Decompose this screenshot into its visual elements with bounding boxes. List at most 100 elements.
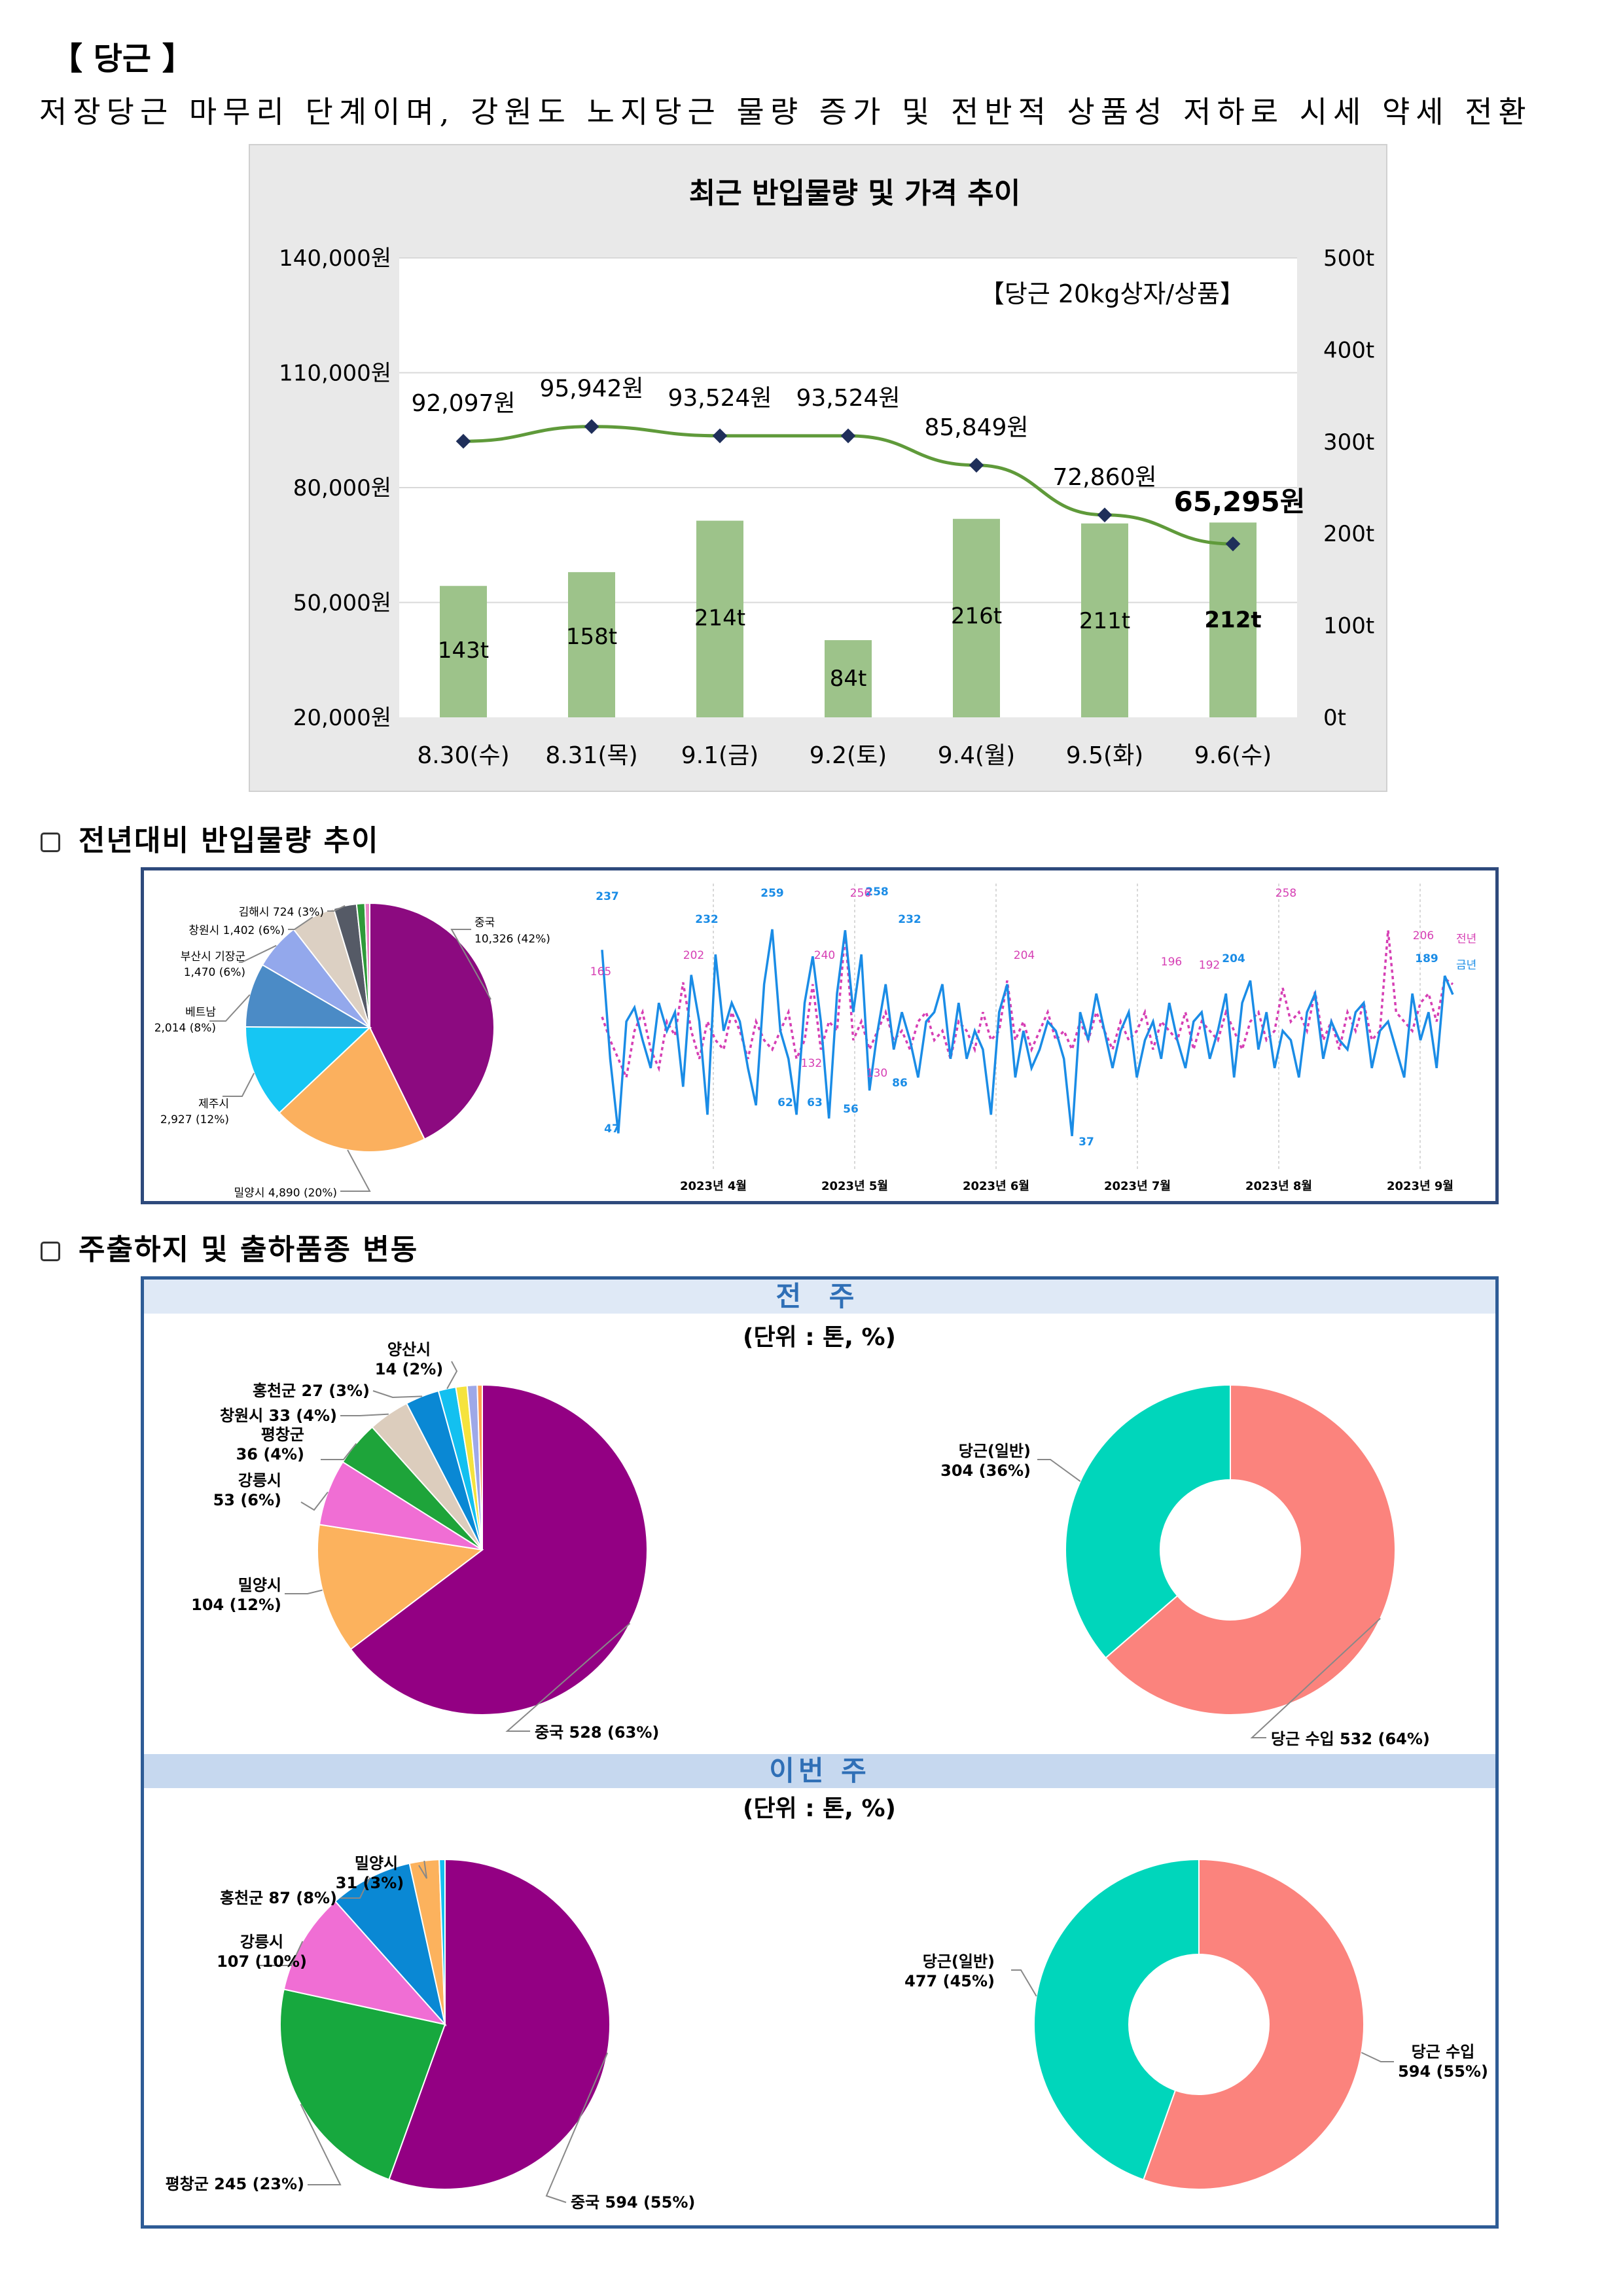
volume-bar (1209, 522, 1257, 717)
trend-label-last-year: 130 (866, 1067, 887, 1080)
y-right-tick: 0t (1323, 705, 1346, 731)
y-right-tick: 200t (1323, 521, 1374, 547)
trend-label-this-year: 258 (865, 886, 889, 899)
prev-variety-donut-slice (1105, 1384, 1396, 1715)
this-variety-label: 477 (45%) (904, 1972, 995, 1990)
this-origin-pie-leader (300, 2104, 342, 2185)
checkbox-icon (41, 833, 60, 852)
prev-origin-label: 평창군 (261, 1426, 304, 1444)
volume-label: 143t (438, 637, 489, 664)
trend-label-last-year: 192 (1199, 959, 1220, 972)
prev-origin-label: 창원시 33 (4%) (220, 1407, 337, 1425)
trend-label-last-year: 132 (801, 1057, 822, 1070)
volume-bar (1081, 523, 1128, 717)
y-left-tick: 80,000원 (293, 475, 391, 501)
prev-variety-label: 당근 수입 532 (64%) (1271, 1730, 1430, 1748)
trend-label-last-year: 204 (1014, 949, 1035, 962)
trend-line-this-year (601, 929, 1454, 1136)
trend-label-this-year: 259 (760, 887, 784, 900)
trend-label-last-year: 256 (850, 887, 871, 900)
origin-pie-leader (327, 905, 346, 912)
unit-label: (단위 : 톤, %) (743, 1324, 896, 1351)
volume-label: 216t (951, 603, 1002, 630)
trend-x-tick: 2023년 4월 (680, 1179, 747, 1193)
prev-origin-label: 밀양시 (238, 1576, 281, 1594)
y-left-tick: 50,000원 (293, 590, 391, 617)
x-tick: 9.1(금) (681, 742, 758, 769)
prev-variety-donut-leader (1037, 1459, 1081, 1482)
this-origin-pie-leader (259, 1941, 304, 1966)
prev-origin-pie-slice (349, 1384, 648, 1715)
prev-origin-pie-leader (300, 1492, 329, 1511)
this-variety-donut-leader (1011, 1969, 1037, 1997)
price-marker (584, 419, 599, 435)
prev-origin-label: 36 (4%) (236, 1445, 304, 1463)
x-tick: 9.2(토) (810, 742, 887, 769)
price-marker (840, 428, 856, 444)
this-variety-label: 당근(일반) (923, 1952, 995, 1971)
trend-label-this-year: 237 (596, 890, 619, 903)
origin-pie-label: 김해시 724 (3%) (239, 906, 324, 919)
prev-variety-label: 당근(일반) (959, 1442, 1031, 1460)
prev-origin-pie-leader (285, 1589, 323, 1594)
prev-origin-pie-leader (321, 1443, 357, 1460)
price-label: 95,942원 (539, 376, 643, 403)
trend-label-this-year: 204 (1222, 952, 1245, 965)
this-origin-pie-slice (438, 1858, 446, 2025)
prev-origin-pie-leader (505, 1623, 631, 1732)
section-heading-trend: 전년대비 반입물량 추이 (41, 817, 379, 859)
origin-pie-leader (288, 916, 313, 930)
band-prev-week: 전 주 (144, 1280, 1495, 1314)
prev-origin-label: 양산시 (387, 1340, 431, 1359)
x-tick: 8.31(목) (545, 742, 637, 769)
x-tick: 8.30(수) (417, 742, 509, 769)
y-left-tick: 140,000원 (279, 245, 391, 272)
this-origin-label: 중국 594 (55%) (571, 2193, 695, 2212)
trend-x-tick: 2023년 8월 (1245, 1179, 1312, 1193)
trend-label-this-year: 63 (807, 1096, 823, 1109)
trend-label-this-year: 62 (777, 1096, 793, 1109)
price-marker (455, 433, 471, 449)
origin-pie-label: 2,014 (8%) (154, 1022, 216, 1035)
this-variety-donut-leader (1361, 2052, 1394, 2062)
trend-label-this-year: 189 (1415, 952, 1438, 965)
volume-bar (568, 572, 615, 717)
origin-pie-slice (364, 902, 370, 1028)
this-origin-pie-leader (418, 1860, 427, 1879)
this-origin-pie-leader (545, 2053, 609, 2203)
y-right-tick: 400t (1323, 337, 1374, 363)
y-left-tick: 110,000원 (279, 361, 391, 387)
x-tick: 9.5(화) (1066, 742, 1143, 769)
origin-pie-label: 부산시 기장군 (181, 950, 245, 963)
this-origin-label: 강릉시 (240, 1933, 283, 1951)
price-label: 93,524원 (668, 385, 772, 412)
prev-origin-label: 104 (12%) (191, 1596, 281, 1614)
origin-pie-leader (209, 994, 251, 1022)
origin-pie-label: 중국 (474, 916, 495, 929)
prev-variety-label: 304 (36%) (940, 1462, 1031, 1480)
section-title-shipping: 주출하지 및 출하품종 변동 (79, 1233, 419, 1266)
price-marker (969, 457, 984, 473)
trend-x-tick: 2023년 7월 (1104, 1179, 1171, 1193)
trend-label-last-year: 206 (1413, 929, 1434, 942)
price-label: 93,524원 (796, 385, 900, 412)
origin-pie-label: 베트남 (185, 1006, 216, 1019)
origin-pie-slice (244, 963, 372, 1029)
trend-label-last-year: 202 (683, 949, 704, 962)
volume-label: 214t (694, 605, 745, 632)
this-variety-label: 당근 수입 (1412, 2043, 1475, 2061)
volume-bar (825, 640, 872, 717)
prev-variety-donut-leader (1250, 1617, 1381, 1738)
section-heading-shipping: 주출하지 및 출하품종 변동 (41, 1226, 418, 1268)
volume-label: 212t (1204, 607, 1261, 633)
this-origin-label: 평창군 245 (23%) (166, 2175, 304, 2193)
prev-origin-label: 홍천군 27 (3%) (253, 1382, 370, 1400)
origin-pie-slice (245, 1026, 372, 1114)
volume-bar (696, 520, 743, 717)
price-label: 72,860원 (1052, 464, 1156, 491)
trend-label-last-year: 165 (590, 965, 611, 978)
yoy-volume-panel: 중국 10,326 (42%) 밀양시 4,890 (20%) 제주시 2,927 (1… (141, 867, 1499, 1204)
price-volume-chart: 최근 반입물량 및 가격 추이 【당근 20kg상자/상품】 20,000원 50,0… (249, 144, 1387, 792)
checkbox-icon (41, 1242, 60, 1261)
y-right-tick: 500t (1323, 245, 1374, 272)
